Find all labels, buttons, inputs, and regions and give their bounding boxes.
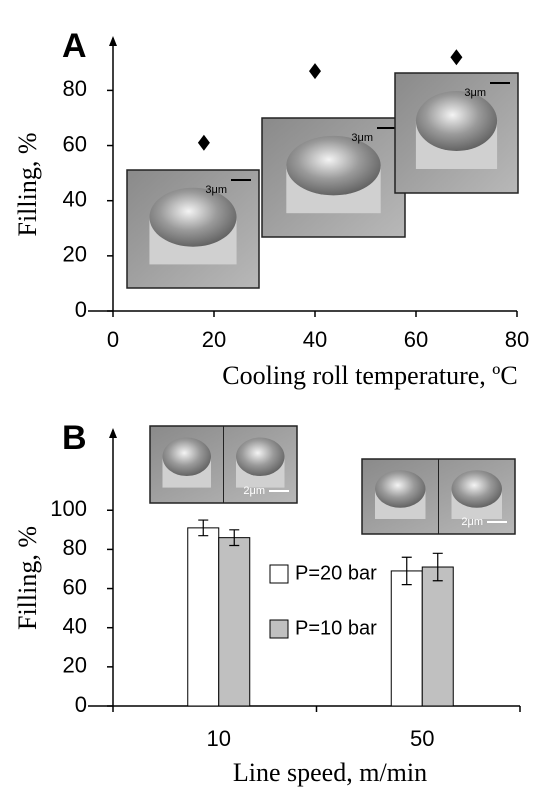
data-point — [309, 63, 321, 80]
scale-label: 2μm — [243, 485, 265, 497]
x-tick-label: 60 — [404, 327, 428, 352]
x-tick-label: 10 — [207, 726, 231, 751]
bar — [218, 537, 251, 707]
error-bar — [401, 556, 412, 586]
y-tick-label: 60 — [63, 131, 87, 156]
legend-swatch — [269, 619, 289, 639]
y-axis-label: Filling, % — [13, 526, 42, 630]
bar — [390, 570, 423, 707]
pillar-top — [235, 437, 285, 477]
y-tick-label: 40 — [63, 187, 87, 212]
pillar-top — [162, 437, 212, 477]
y-tick-label: 0 — [75, 692, 87, 717]
pillar-top — [375, 470, 426, 508]
pillar-top — [415, 91, 498, 151]
y-tick-label: 100 — [50, 496, 87, 521]
x-tick-label: 0 — [107, 327, 119, 352]
pillar-top — [149, 187, 237, 247]
y-axis-label: Filling, % — [13, 132, 42, 236]
x-axis-label: Cooling roll temperature, ºC — [222, 361, 517, 390]
x-tick-label: 80 — [505, 327, 529, 352]
x-tick-label: 20 — [202, 327, 226, 352]
y-tick-label: 40 — [63, 614, 87, 639]
data-point — [197, 134, 210, 151]
legend-label: P=10 bar — [295, 617, 377, 639]
y-tick-label: 20 — [63, 653, 87, 678]
y-axis-arrow — [109, 36, 117, 46]
y-tick-label: 80 — [63, 535, 87, 560]
legend-swatch — [269, 564, 289, 584]
error-bar — [229, 529, 240, 547]
scale-label: 3μm — [351, 132, 373, 144]
x-tick-label: 50 — [410, 726, 434, 751]
y-tick-label: 0 — [75, 297, 87, 322]
x-axis-label: Line speed, m/min — [233, 758, 427, 787]
pillar-top — [286, 135, 381, 196]
error-bar — [198, 519, 209, 537]
bar — [187, 527, 220, 707]
y-tick-label: 20 — [63, 242, 87, 267]
x-tick-label: 40 — [303, 327, 327, 352]
y-axis-arrow — [109, 428, 117, 438]
panel-label: B — [62, 419, 87, 457]
bar — [421, 566, 454, 707]
data-point — [450, 49, 463, 66]
y-tick-label: 80 — [63, 76, 87, 101]
y-tick-label: 60 — [63, 574, 87, 599]
panel-label: A — [62, 27, 87, 65]
pillar-top — [451, 470, 502, 508]
error-bar — [432, 552, 443, 582]
scale-label: 3μm — [205, 184, 227, 196]
scale-label: 2μm — [461, 516, 483, 528]
legend-label: P=20 bar — [295, 562, 377, 584]
scale-label: 3μm — [464, 87, 486, 99]
